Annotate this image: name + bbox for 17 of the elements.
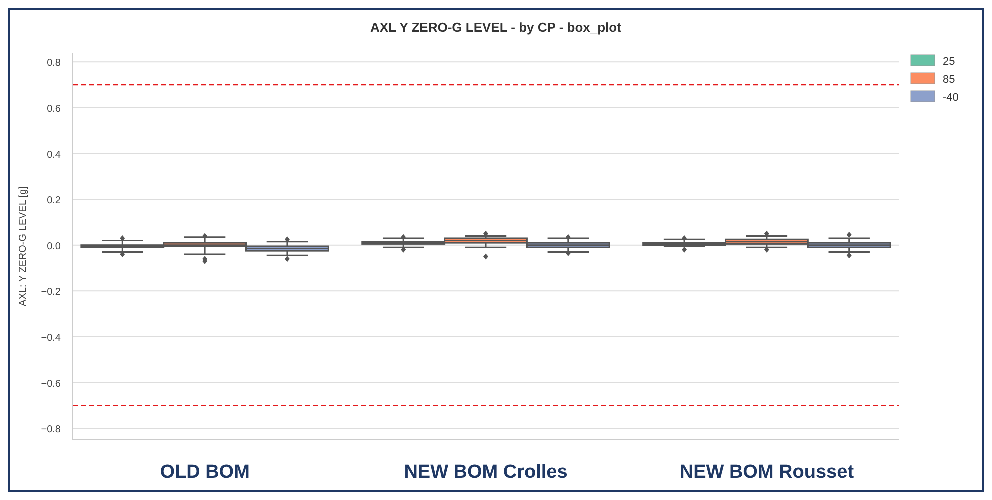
legend-label: 25 (943, 56, 956, 68)
legend-label: -40 (943, 92, 959, 104)
y-tick-label: −0.8 (41, 424, 62, 436)
y-tick-label: −0.6 (41, 378, 62, 390)
x-tick-label: NEW BOM Crolles (404, 462, 568, 483)
y-tick-label: 0.6 (47, 104, 62, 115)
y-tick-label: −0.2 (41, 287, 62, 298)
legend-label: 85 (943, 74, 956, 86)
y-tick-label: 0.2 (47, 196, 62, 207)
y-tick-label: 0.8 (47, 58, 62, 70)
y-axis-title: AXL: Y ZERO-G LEVEL [g] (18, 186, 29, 306)
y-tick-label: 0.0 (47, 241, 62, 252)
chart-title: AXL Y ZERO-G LEVEL - by CP - box_plot (370, 20, 622, 35)
y-tick-label: 0.4 (47, 150, 62, 161)
x-tick-label: NEW BOM Rousset (680, 462, 855, 483)
x-tick-label: OLD BOM (160, 462, 250, 483)
y-tick-label: −0.4 (41, 332, 62, 344)
